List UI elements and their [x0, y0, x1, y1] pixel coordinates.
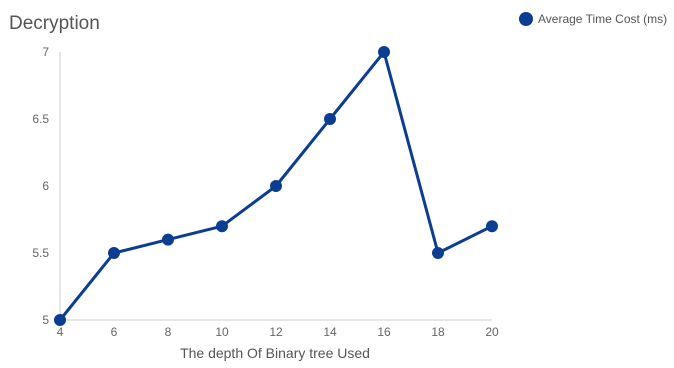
x-tick-label: 10 — [215, 325, 229, 339]
y-tick-label: 7 — [42, 45, 49, 59]
data-point[interactable] — [486, 220, 498, 233]
data-point[interactable] — [108, 247, 120, 259]
x-axis-label: The depth Of Binary tree Used — [180, 345, 370, 361]
y-tick-label: 6 — [42, 179, 49, 193]
data-point[interactable] — [378, 46, 390, 58]
legend-marker — [519, 12, 533, 26]
y-tick-label: 6.5 — [32, 112, 49, 126]
data-point[interactable] — [270, 180, 282, 192]
y-tick-label: 5.5 — [32, 246, 49, 260]
y-tick-label: 5 — [42, 313, 49, 327]
chart-title: Decryption — [9, 13, 100, 34]
series-group — [54, 46, 498, 326]
x-tick-label: 4 — [57, 325, 64, 339]
x-tick-label: 14 — [323, 325, 337, 339]
x-tick-label: 20 — [485, 325, 499, 339]
x-axis-ticks: 4 6 8 10 12 14 16 18 20 — [57, 325, 499, 339]
y-axis-ticks: 5 5.5 6 6.5 7 — [32, 45, 49, 327]
legend: Average Time Cost (ms) — [519, 12, 667, 26]
x-tick-label: 18 — [431, 325, 445, 339]
axes — [59, 52, 492, 321]
legend-label: Average Time Cost (ms) — [538, 12, 667, 26]
data-point[interactable] — [324, 113, 336, 125]
x-tick-label: 16 — [377, 325, 391, 339]
x-tick-label: 8 — [165, 325, 172, 339]
data-point[interactable] — [162, 233, 174, 246]
data-point[interactable] — [216, 220, 228, 233]
data-point[interactable] — [432, 247, 444, 259]
x-tick-label: 12 — [269, 325, 283, 339]
x-tick-label: 6 — [111, 325, 118, 339]
data-point[interactable] — [54, 314, 66, 326]
